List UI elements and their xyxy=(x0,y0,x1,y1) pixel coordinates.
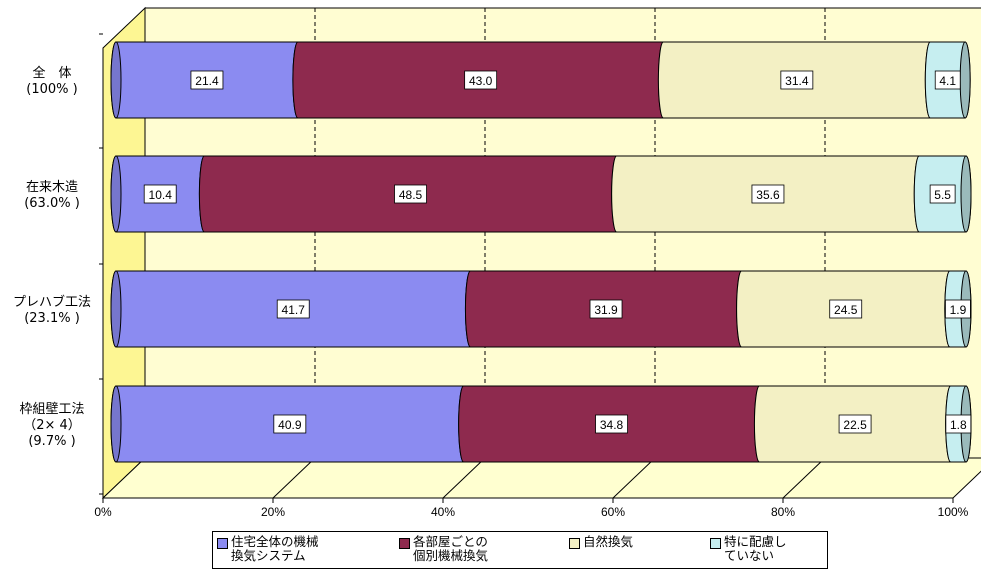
data-label: 4.1 xyxy=(939,74,956,88)
bar-start-cap xyxy=(110,155,122,233)
data-label-box xyxy=(929,184,956,204)
data-label: 10.4 xyxy=(149,188,173,202)
data-label-box xyxy=(143,184,177,204)
x-tick-label: 20% xyxy=(261,505,285,519)
category-label: 全 体 xyxy=(32,65,71,81)
data-label-box xyxy=(464,70,498,90)
data-label: 31.9 xyxy=(594,303,618,317)
bar-start-cap xyxy=(110,385,122,463)
legend-label: 各部屋ごとの 個別機械換気 xyxy=(413,534,489,563)
legend-label: 自然換気 xyxy=(583,534,634,549)
category-label: （2× 4） xyxy=(23,418,81,433)
data-label-box xyxy=(838,414,872,434)
data-label-box xyxy=(945,299,971,319)
category-label: (23.1% ) xyxy=(24,311,80,326)
x-tick-label: 80% xyxy=(771,505,795,519)
data-label-box xyxy=(829,299,863,319)
legend-item: 特に配慮し ていない xyxy=(710,535,787,563)
floor-gridline xyxy=(442,457,486,499)
data-label: 40.9 xyxy=(278,418,302,432)
bar-cap xyxy=(960,155,972,233)
data-label-box xyxy=(595,414,628,434)
legend-label: 住宅全体の機械 換気システム xyxy=(231,534,319,563)
x-tick-label: 60% xyxy=(601,505,625,519)
x-tick-label: 40% xyxy=(431,505,455,519)
data-label: 34.8 xyxy=(600,418,624,432)
legend-item: 各部屋ごとの 個別機械換気 xyxy=(399,535,488,563)
category-label: (9.7% ) xyxy=(28,434,75,449)
bar-start-cap xyxy=(110,41,122,119)
bar-cap xyxy=(959,41,971,119)
legend-label: 特に配慮し ていない xyxy=(724,534,787,563)
data-label-box xyxy=(751,184,785,204)
legend-item: 自然換気 xyxy=(569,535,633,549)
legend: 住宅全体の機械 換気システム 各部屋ごとの 個別機械換気 自然換気 特に配慮し ていな… xyxy=(212,531,828,569)
bar-start-cap xyxy=(110,270,122,348)
x-tick-label: 0% xyxy=(94,505,112,519)
data-label: 24.5 xyxy=(834,303,858,317)
category-label: プレハブ工法 xyxy=(13,294,91,310)
data-label-box xyxy=(934,70,961,90)
data-label: 22.5 xyxy=(843,418,867,432)
data-label: 21.4 xyxy=(195,74,219,88)
data-label: 1.9 xyxy=(950,303,967,317)
data-label-box xyxy=(394,184,427,204)
floor-gridline xyxy=(782,457,826,499)
floor-gridline xyxy=(272,457,316,499)
category-label: (100% ) xyxy=(26,82,77,97)
legend-swatch xyxy=(399,538,410,549)
data-label-box xyxy=(589,299,623,319)
data-label: 35.6 xyxy=(756,188,780,202)
data-label-box xyxy=(945,414,972,434)
data-label: 41.7 xyxy=(282,303,306,317)
category-label: 枠組壁工法 xyxy=(19,402,84,417)
legend-item: 住宅全体の機械 換気システム xyxy=(217,535,319,563)
data-label: 1.8 xyxy=(950,418,967,432)
category-label: 在来木造 xyxy=(26,180,78,195)
legend-swatch xyxy=(217,538,228,549)
data-label-box xyxy=(190,70,224,90)
data-label-box xyxy=(273,414,307,434)
data-label: 5.5 xyxy=(934,188,951,202)
data-label-box xyxy=(276,299,310,319)
category-label: (63.0% ) xyxy=(24,196,80,211)
floor xyxy=(101,457,981,499)
data-label: 48.5 xyxy=(399,188,423,202)
data-label: 31.4 xyxy=(785,74,809,88)
data-label-box xyxy=(780,70,814,90)
legend-swatch xyxy=(710,538,721,549)
data-label: 43.0 xyxy=(469,74,493,88)
x-tick-label: 100% xyxy=(938,505,969,519)
floor-gridline xyxy=(612,457,656,499)
legend-swatch xyxy=(569,538,580,549)
